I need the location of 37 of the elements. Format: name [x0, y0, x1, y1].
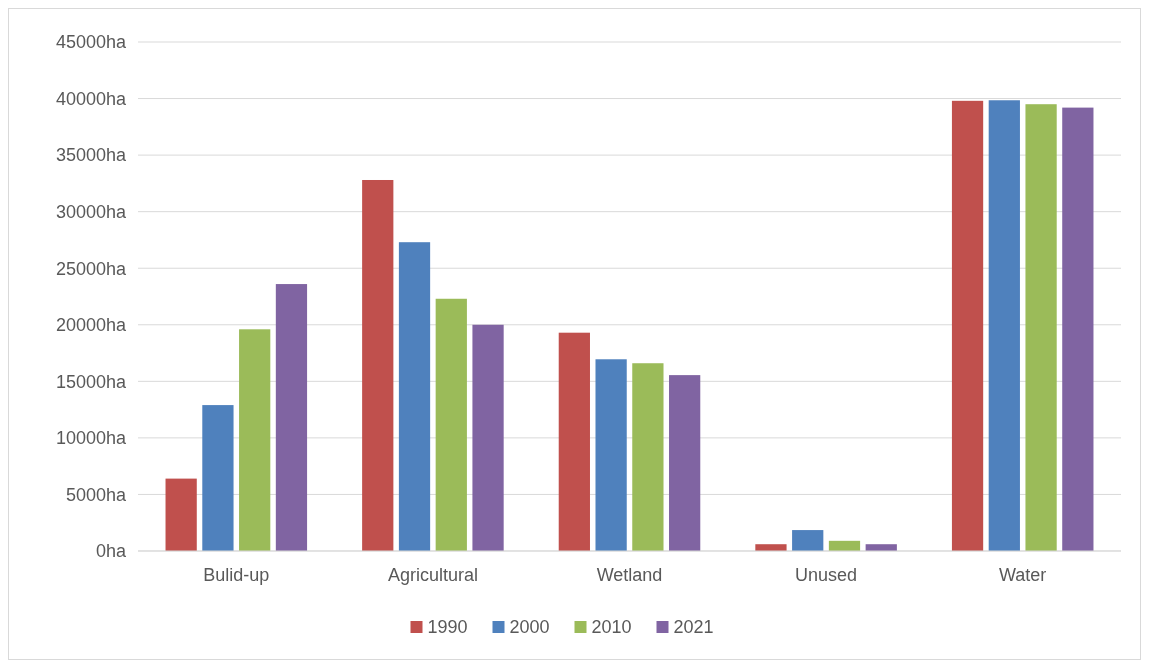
y-tick-label: 45000ha: [55, 32, 127, 53]
bar: [669, 375, 701, 551]
y-tick-label: 40000ha: [55, 88, 127, 109]
bar: [275, 284, 308, 551]
legend-label: 2000: [509, 617, 550, 638]
bar: [558, 332, 590, 551]
y-tick-label: 15000ha: [55, 371, 127, 392]
bar: [239, 329, 271, 551]
bar: [1062, 107, 1094, 551]
x-tick-label: Bulid-up: [203, 565, 270, 585]
y-tick-label: 35000ha: [55, 145, 127, 166]
y-tick-label: 20000ha: [55, 315, 127, 336]
x-tick-label: Water: [999, 565, 1047, 585]
bar: [472, 324, 504, 551]
x-tick-label: Agricultural: [387, 565, 478, 585]
y-tick-label: 25000ha: [55, 258, 127, 279]
y-tick-label: 5000ha: [65, 484, 127, 505]
legend-label: 2010: [591, 617, 632, 638]
y-tick-label: 10000ha: [55, 428, 127, 449]
bar: [202, 405, 234, 551]
y-tick-label: 0ha: [95, 541, 127, 562]
bar: [165, 478, 197, 551]
legend-label: 2021: [673, 617, 714, 638]
bar: [362, 180, 394, 551]
y-tick-label: 30000ha: [55, 201, 127, 222]
legend-label: 1990: [427, 617, 468, 638]
bar: [988, 100, 1020, 551]
x-tick-label: Unused: [795, 565, 858, 585]
bar: [792, 530, 824, 551]
bar: [755, 544, 787, 551]
bar: [398, 242, 431, 551]
bar: [632, 363, 664, 551]
bar: [595, 359, 627, 551]
bar: [951, 100, 984, 551]
bar: [1025, 104, 1057, 551]
x-tick-label: Wetland: [596, 565, 663, 585]
bar: [435, 298, 467, 551]
